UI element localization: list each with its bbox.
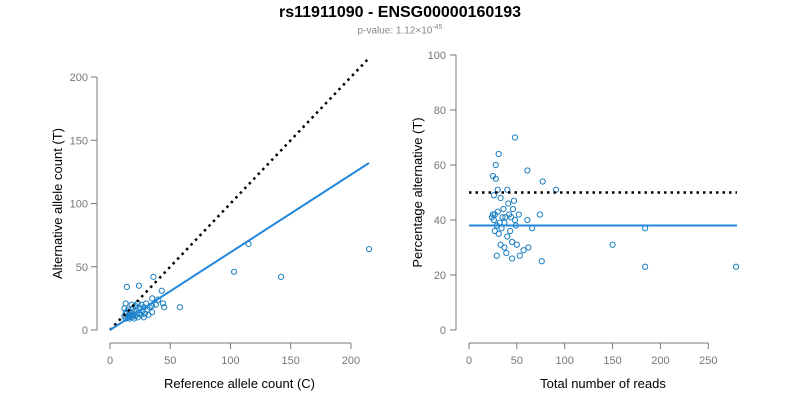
x-axis-label: Reference allele count (C) [164,376,315,391]
data-point [504,233,511,240]
x-tick-label: 200 [651,355,669,367]
data-point [609,241,616,248]
data-point [497,241,504,248]
data-point [553,186,560,193]
data-point [642,263,649,270]
chart-title: rs11911090 - ENSG00000160193 [279,4,521,21]
data-point [732,263,740,270]
data-point [277,273,285,280]
y-axis-label: Percentage alternative (T) [410,117,425,267]
y-tick-label: 150 [70,135,88,147]
data-point [122,300,129,307]
data-point [365,245,373,253]
data-point [513,241,520,248]
data-point [539,178,546,185]
data-point [525,244,532,251]
data-point [152,301,159,308]
fit-line [109,162,370,331]
y-tick-label: 40 [434,215,446,227]
data-point [489,211,497,218]
y-tick-label: 0 [440,325,446,337]
data-point [510,197,518,204]
data-point [494,186,501,193]
data-point [508,255,516,262]
x-tick-label: 50 [164,355,176,367]
data-point [488,214,496,221]
y-tick-label: 80 [434,105,446,117]
data-point [538,258,545,265]
data-point [159,300,167,307]
data-point [158,287,165,294]
data-point [503,249,510,257]
data-point [497,194,504,202]
x-tick-label: 50 [511,355,523,367]
data-point [524,216,531,224]
y-tick-label: 20 [434,270,446,282]
data-point [505,200,512,207]
y-tick-label: 50 [76,262,88,274]
y-axis-label: Alternative allele count (T) [50,128,65,279]
data-point [495,150,502,158]
data-point [499,214,506,221]
pvalue-text: p-value: 1.12×10 [357,25,433,37]
data-point [524,167,531,174]
data-point [490,192,497,199]
data-point [128,301,135,308]
data-point [135,282,143,289]
data-point [230,268,238,275]
x-tick-label: 100 [221,355,239,367]
y-tick-label: 100 [70,199,88,211]
data-point [509,205,517,213]
data-point [516,252,523,259]
data-point [515,211,522,218]
data-point [511,134,519,141]
reference-line [109,57,370,331]
data-point [536,211,543,218]
data-point [500,205,507,213]
pvalue-exponent: -45 [432,24,443,31]
allele-count-panel: 0 50 100 150 200 0 50 100 150 200 Reference allele… [50,57,373,391]
data-point [176,304,183,311]
data-point [493,252,500,259]
data-point [491,227,498,235]
x-tick-label: 150 [282,355,300,367]
x-axis-label: Total number of reads [540,376,666,391]
y-tick-label: 100 [428,50,446,62]
data-point [508,238,516,246]
x-tick-label: 150 [603,355,621,367]
x-tick-label: 100 [556,355,574,367]
data-point [150,273,157,280]
x-tick-label: 250 [699,355,717,367]
data-point [161,304,168,311]
data-point [489,172,497,180]
x-tick-label: 0 [107,355,113,367]
x-tick-label: 0 [466,355,472,367]
data-point [149,295,156,302]
x-tick-label: 200 [342,355,360,367]
data-point [504,186,511,193]
y-tick-label: 0 [82,325,88,337]
y-tick-label: 200 [70,72,88,84]
data-point [138,301,145,308]
data-point [520,247,527,254]
data-point [123,283,130,291]
data-point [507,227,514,235]
chart-subtitle: p-value: 1.12×10-45 [0,24,800,36]
data-point [121,305,128,312]
percentage-panel: 0 50 100 150 200 250 0 20 40 60 80 100 Total number … [410,50,740,391]
y-tick-label: 60 [434,160,446,172]
data-point [492,161,499,169]
title-block: rs11911090 - ENSG00000160193 p-value: 1.… [0,4,800,36]
